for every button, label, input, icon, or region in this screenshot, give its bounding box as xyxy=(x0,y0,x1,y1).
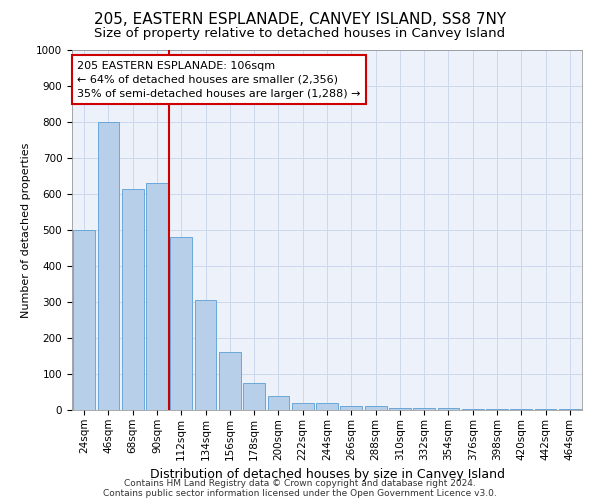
X-axis label: Distribution of detached houses by size in Canvey Island: Distribution of detached houses by size … xyxy=(149,468,505,481)
Bar xyxy=(146,183,168,410)
Text: 205, EASTERN ESPLANADE, CANVEY ISLAND, SS8 7NY: 205, EASTERN ESPLANADE, CANVEY ISLAND, S… xyxy=(94,12,506,28)
Bar xyxy=(413,408,435,410)
Text: Contains public sector information licensed under the Open Government Licence v3: Contains public sector information licen… xyxy=(103,488,497,498)
Bar xyxy=(73,230,95,410)
Bar xyxy=(389,408,411,410)
Bar xyxy=(437,408,460,410)
Bar xyxy=(97,122,119,410)
Bar xyxy=(535,409,556,410)
Text: Size of property relative to detached houses in Canvey Island: Size of property relative to detached ho… xyxy=(94,28,506,40)
Bar xyxy=(365,406,386,410)
Text: 205 EASTERN ESPLANADE: 106sqm
← 64% of detached houses are smaller (2,356)
35% o: 205 EASTERN ESPLANADE: 106sqm ← 64% of d… xyxy=(77,61,361,99)
Bar xyxy=(170,237,192,410)
Bar xyxy=(340,406,362,410)
Bar xyxy=(243,383,265,410)
Bar xyxy=(219,352,241,410)
Bar xyxy=(316,403,338,410)
Bar xyxy=(486,409,508,410)
Bar xyxy=(462,409,484,410)
Bar xyxy=(122,188,143,410)
Bar xyxy=(511,409,532,410)
Bar xyxy=(292,403,314,410)
Bar xyxy=(194,300,217,410)
Text: Contains HM Land Registry data © Crown copyright and database right 2024.: Contains HM Land Registry data © Crown c… xyxy=(124,478,476,488)
Y-axis label: Number of detached properties: Number of detached properties xyxy=(20,142,31,318)
Bar xyxy=(268,396,289,410)
